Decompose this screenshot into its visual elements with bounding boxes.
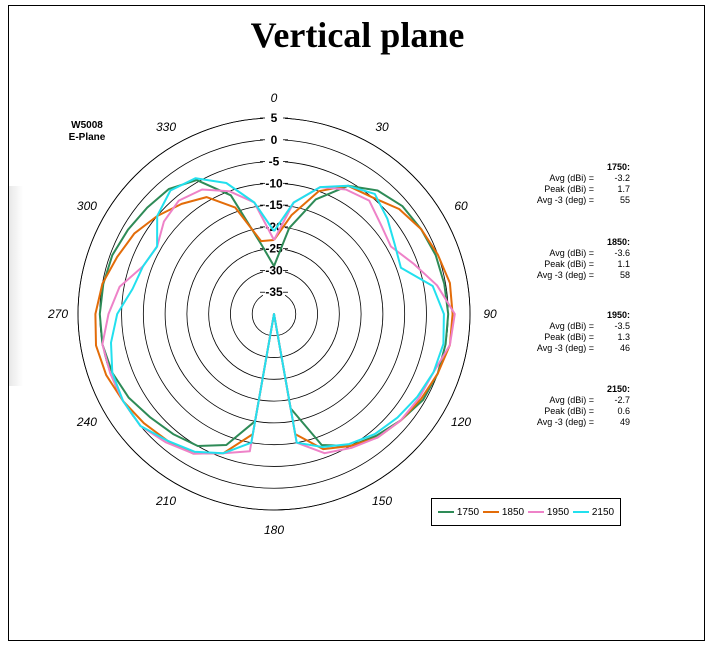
stats-bw-value: 46 [619, 343, 630, 353]
legend-label: 1850 [501, 506, 525, 518]
legend-label: 2150 [591, 506, 615, 518]
stats-freq: 1750: [606, 162, 630, 172]
stats-peak-row: Peak (dBi) = 1.7 [518, 184, 630, 195]
angle-tick-label: 270 [47, 307, 68, 321]
radial-tick-label: 0 [271, 133, 278, 147]
page-title: Vertical plane [250, 15, 465, 55]
stats-freq: 1850: [606, 237, 630, 247]
stats-avg-row: Avg (dBi) = -2.7 [518, 395, 630, 406]
stats-bw-label: Avg -3 (deg) = [536, 270, 594, 280]
stats-bw-label: Avg -3 (deg) = [536, 195, 594, 205]
stats-avg-row: Avg (dBi) = -3.6 [518, 248, 630, 259]
stats-avg-label: Avg (dBi) = [549, 173, 594, 183]
angle-tick-label: 330 [156, 120, 176, 134]
stats-freq: 1950: [606, 310, 630, 320]
stats-bw-row: Avg -3 (deg) = 55 [518, 195, 630, 206]
stats-avg-row: Avg (dBi) = -3.5 [518, 321, 630, 332]
angle-tick-label: 30 [375, 120, 389, 134]
legend-swatch [437, 511, 454, 513]
radial-tick-label: -30 [265, 263, 283, 277]
stats-peak-value: 1.7 [617, 184, 630, 194]
stats-avg-label: Avg (dBi) = [549, 395, 594, 405]
angle-tick-label: 210 [155, 494, 176, 508]
stats-bw-value: 55 [619, 195, 630, 205]
radial-tick-label: -10 [265, 176, 283, 190]
stats-peak-label: Peak (dBi) = [544, 259, 594, 269]
angle-tick-label: 180 [264, 523, 284, 537]
stats-avg-value: -3.6 [614, 248, 630, 258]
stats-peak-row: Peak (dBi) = 1.3 [518, 332, 630, 343]
radial-tick-bg [263, 112, 285, 124]
chart-label: W5008 E-Plane [55, 120, 119, 144]
stats-peak-label: Peak (dBi) = [544, 332, 594, 342]
stats-bw-value: 49 [619, 417, 630, 427]
stats-bw-row: Avg -3 (deg) = 58 [518, 270, 630, 281]
chart-label-plane: E-Plane [68, 132, 106, 143]
stats-peak-value: 1.1 [617, 259, 630, 269]
radial-tick-bg [263, 177, 285, 190]
stats-peak-row: Peak (dBi) = 1.1 [518, 259, 630, 270]
stats-block: 1950: Avg (dBi) = -3.5 Peak (dBi) = 1.3 Av… [518, 310, 630, 354]
legend-swatch [572, 511, 589, 513]
series-line-2150 [110, 177, 445, 455]
legend-item: 1750 [437, 506, 480, 518]
radial-tick-label: -5 [269, 155, 280, 169]
stats-freq: 2150: [606, 384, 630, 394]
angle-tick-label: 0 [271, 91, 278, 105]
angle-tick-label: 240 [76, 415, 97, 429]
stats-peak-row: Peak (dBi) = 0.6 [518, 406, 630, 417]
radial-tick-bg [263, 199, 285, 212]
angle-tick-label: 150 [372, 494, 392, 508]
angle-tick-label: 300 [77, 199, 97, 213]
stats-avg-label: Avg (dBi) = [549, 248, 594, 258]
stats-peak-value: 1.3 [617, 332, 630, 342]
stats-avg-value: -3.2 [614, 173, 630, 183]
stats-block: 1850: Avg (dBi) = -3.6 Peak (dBi) = 1.1 Av… [518, 237, 630, 281]
stats-avg-value: -3.5 [614, 321, 630, 331]
stats-peak-value: 0.6 [617, 406, 630, 416]
stats-block: 1750: Avg (dBi) = -3.2 Peak (dBi) = 1.7 Av… [518, 162, 630, 206]
slide-frame [8, 5, 705, 641]
stats-avg-row: Avg (dBi) = -3.2 [518, 173, 630, 184]
stats-peak-label: Peak (dBi) = [544, 184, 594, 194]
radial-tick-label: 5 [271, 111, 278, 125]
stats-block: 2150: Avg (dBi) = -2.7 Peak (dBi) = 0.6 Av… [518, 384, 630, 428]
stats-bw-label: Avg -3 (deg) = [536, 417, 594, 427]
stats-bw-row: Avg -3 (deg) = 46 [518, 343, 630, 354]
stats-bw-value: 58 [619, 270, 630, 280]
radial-tick-label: -15 [265, 198, 283, 212]
stats-avg-label: Avg (dBi) = [549, 321, 594, 331]
legend-item: 1850 [482, 506, 525, 518]
radial-tick-bg [263, 133, 285, 146]
legend-item: 2150 [572, 506, 615, 518]
stats-peak-label: Peak (dBi) = [544, 406, 594, 416]
legend-label: 1950 [546, 506, 570, 518]
radial-tick-bg [263, 155, 285, 168]
chart-legend: 1750 1850 1950 2150 [431, 498, 621, 526]
stats-bw-row: Avg -3 (deg) = 49 [518, 417, 630, 428]
chart-label-model: W5008 [71, 120, 103, 131]
radial-tick-bg [263, 264, 285, 277]
radial-tick-bg [263, 286, 285, 299]
radial-tick-label: -35 [265, 285, 283, 299]
legend-swatch [527, 511, 544, 513]
angle-tick-label: 120 [451, 415, 471, 429]
legend-label: 1750 [456, 506, 480, 518]
legend-swatch [482, 511, 499, 513]
stats-bw-label: Avg -3 (deg) = [536, 343, 594, 353]
left-edge-shade [9, 186, 23, 386]
angle-tick-label: 60 [454, 199, 468, 213]
legend-item: 1950 [527, 506, 570, 518]
stats-avg-value: -2.7 [614, 395, 630, 405]
angle-tick-label: 90 [483, 307, 497, 321]
